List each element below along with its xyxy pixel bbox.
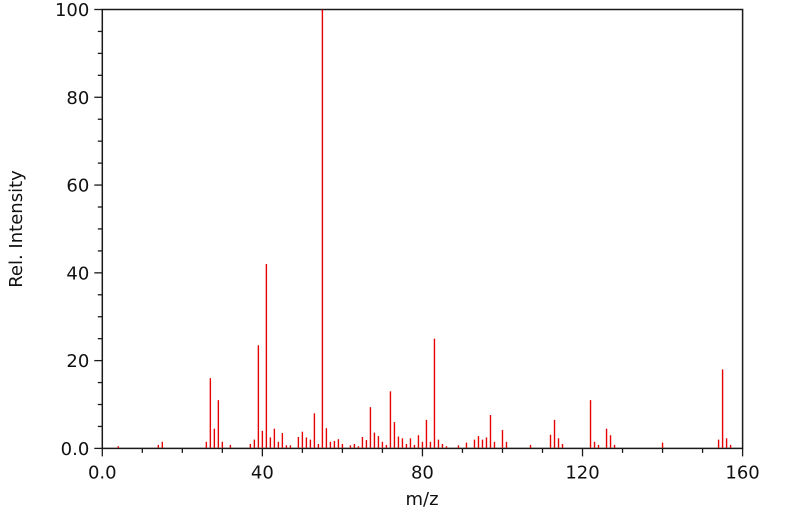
y-tick-label: 100: [55, 0, 89, 21]
x-tick-label: 160: [725, 462, 759, 483]
x-tick-label: 80: [411, 462, 434, 483]
x-tick-label: 40: [251, 462, 274, 483]
y-tick-label: 60: [66, 176, 89, 197]
y-tick-label: 0.0: [61, 439, 90, 460]
y-tick-label: 20: [66, 351, 89, 372]
plot-frame: [101, 8, 744, 450]
y-tick-label: 40: [66, 263, 89, 284]
x-tick-label: 0.0: [88, 462, 117, 483]
y-axis-title: Rel. Intensity: [6, 170, 27, 288]
y-tick-label: 80: [66, 88, 89, 109]
x-tick-label: 120: [565, 462, 599, 483]
x-axis-title: m/z: [405, 489, 438, 510]
